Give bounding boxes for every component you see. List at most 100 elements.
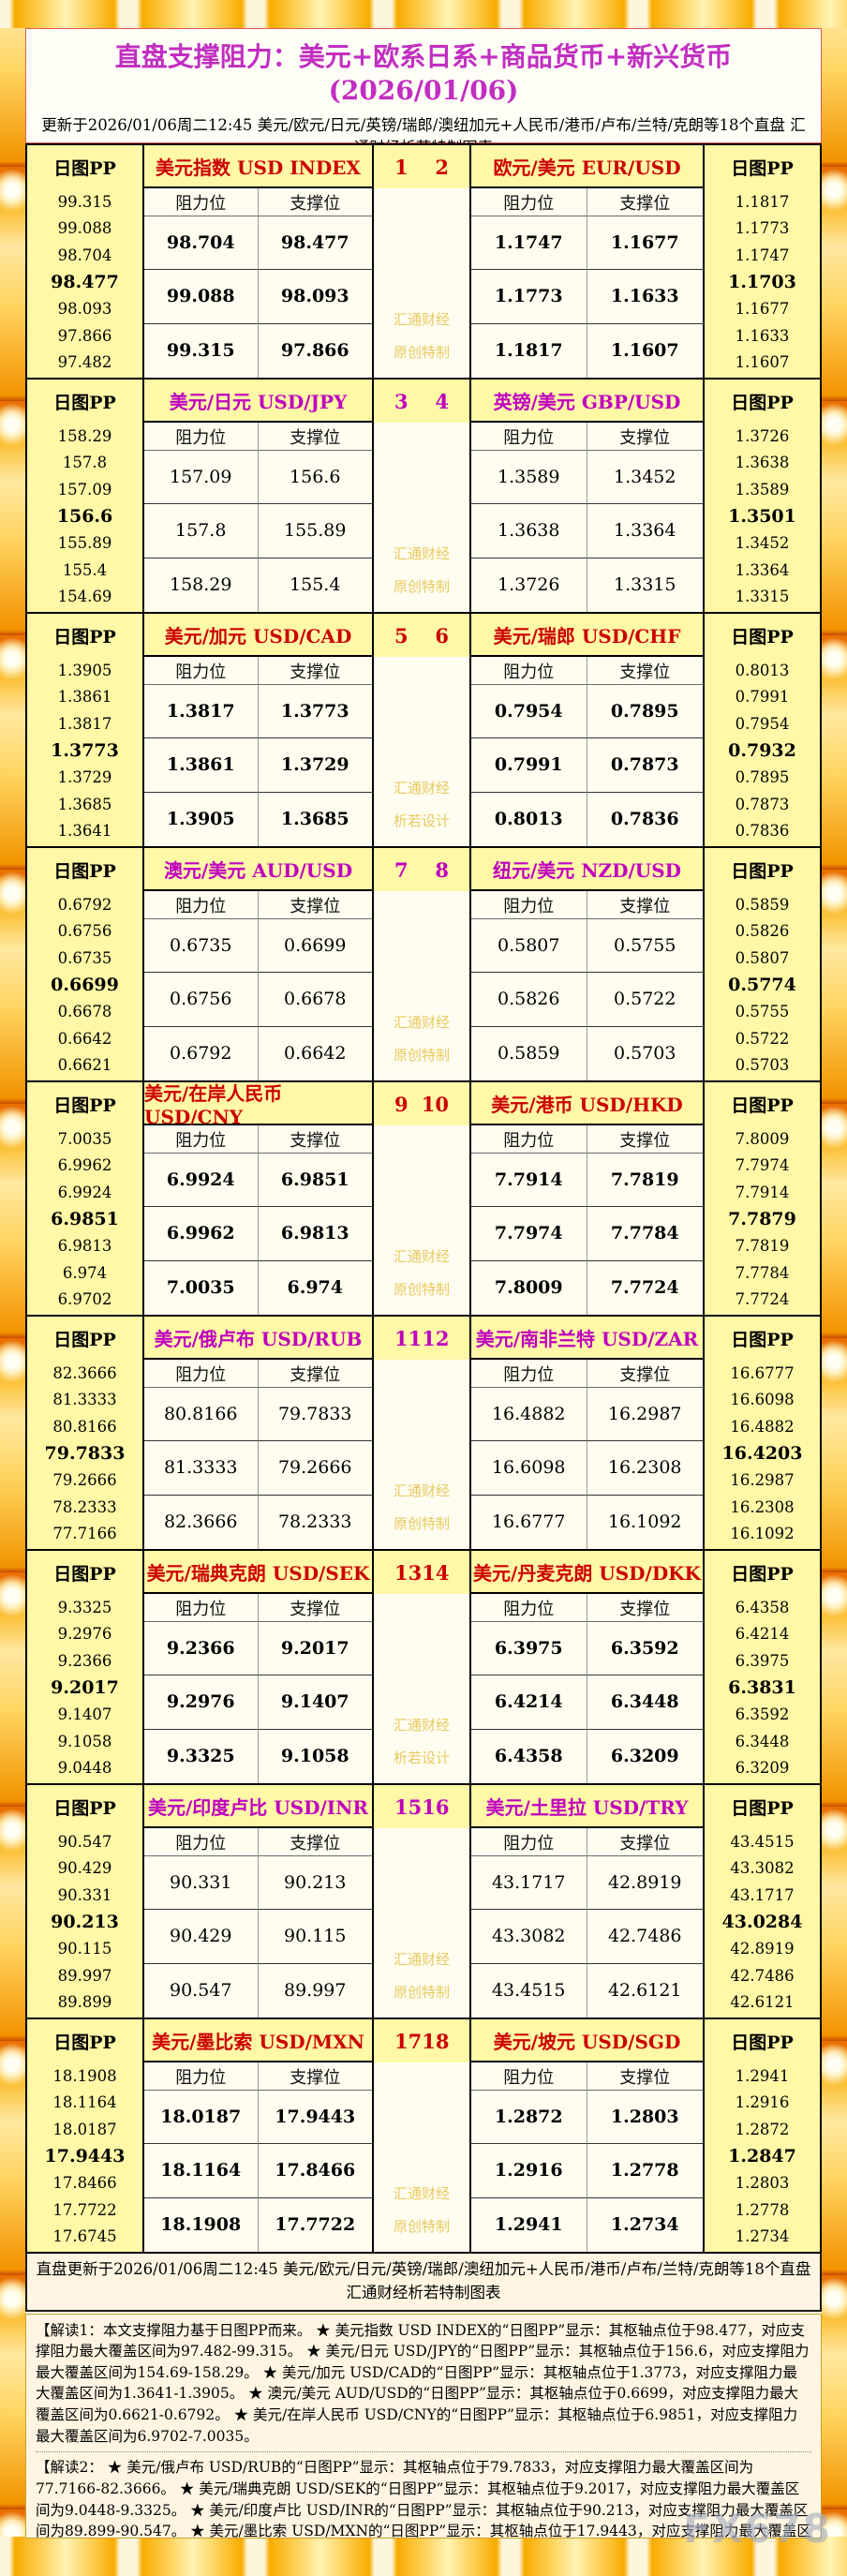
brand-watermark: 汇通财经 原创特制 xyxy=(374,1943,469,2008)
support-value: 90.213 xyxy=(258,1856,372,1911)
pair-number-left: 17 xyxy=(394,2029,423,2053)
pp-value: 0.6621 xyxy=(57,1056,112,1075)
resistance-header: 阻力位 xyxy=(471,1125,587,1154)
support-value: 1.1677 xyxy=(587,216,703,271)
title-box: 直盘支撑阻力：美元+欧系日系+商品货币+新兴货币(2026/01/06) 更新于… xyxy=(25,28,822,156)
pp-value: 6.3209 xyxy=(735,1759,790,1778)
pp-value: 89.997 xyxy=(57,1966,112,1985)
watermark-line-1: 汇通财经 xyxy=(393,1248,450,1265)
resistance-value: 1.3589 xyxy=(471,451,587,505)
pp-column-left: 日图PP 18.1908 18.1164 18.0187 17.9443 17.8466… xyxy=(27,2019,144,2252)
pair-numbers: 1 2 xyxy=(374,145,469,188)
pp-value: 90.547 xyxy=(57,1832,112,1851)
pp-value: 1.2778 xyxy=(735,2200,790,2219)
resistance-header: 阻力位 xyxy=(144,1828,259,1856)
pair-number-right: 16 xyxy=(422,1794,450,1819)
pp-value: 6.3975 xyxy=(735,1651,790,1670)
pp-value: 6.9962 xyxy=(57,1156,112,1175)
pp-value: 1.1747 xyxy=(735,246,790,264)
pp-value: 0.7991 xyxy=(735,688,790,707)
support-value: 16.1092 xyxy=(607,1511,682,1533)
resistance-value: 7.8009 xyxy=(471,1260,587,1315)
pp-value: 43.1717 xyxy=(730,1885,795,1904)
support-value: 16.2308 xyxy=(587,1441,703,1496)
resistance-value: 0.7991 xyxy=(471,738,587,793)
resistance-value: 6.9924 xyxy=(144,1154,259,1208)
pp-header-label: 日图PP xyxy=(53,626,116,648)
pp-value: 0.7954 xyxy=(735,714,790,733)
resistance-header: 阻力位 xyxy=(144,188,259,216)
pair-block: 日图PP 0.6792 0.6756 0.6735 0.6699 0.6678 0.664… xyxy=(27,846,820,1080)
support-value: 7.7724 xyxy=(610,1277,679,1299)
pp-value: 97.866 xyxy=(57,326,112,345)
pp-value: 6.4214 xyxy=(735,1625,790,1644)
pp-value: 1.3861 xyxy=(57,688,112,707)
footer-update-bar: 直盘更新于2026/01/06周二12:45 美元/欧元/日元/英镑/瑞郎/澳纽… xyxy=(25,2254,822,2312)
pair-number-right: 14 xyxy=(422,1560,450,1585)
pp-value: 43.3082 xyxy=(730,1859,795,1878)
pp-value: 155.89 xyxy=(57,534,112,553)
pair-title: 美元/在岸人民币 USD/CNY xyxy=(144,1082,372,1128)
support-value: 42.6121 xyxy=(607,1980,682,2002)
support-value: 1.1633 xyxy=(587,270,703,324)
support-value: 0.7836 xyxy=(610,809,679,830)
pp-value: 9.1407 xyxy=(57,1705,112,1724)
resistance-header: 阻力位 xyxy=(144,657,259,685)
pair-title: 美元/丹麦克朗 USD/DKK xyxy=(471,1551,703,1594)
pp-value: 0.5722 xyxy=(735,1029,790,1048)
pp-value: 18.1164 xyxy=(52,2093,117,2112)
pair-title: 美元/南非兰特 USD/ZAR xyxy=(471,1317,703,1360)
pair-numbers: 15 16 xyxy=(374,1785,469,1828)
support-header: 支撑位 xyxy=(258,657,372,685)
watermark-line-2: 原创特制 xyxy=(393,1983,450,2001)
pair-title: 美元/印度卢比 USD/INR xyxy=(144,1785,372,1828)
pair-number-column: 1 2 汇通财经 原创特制 xyxy=(372,145,471,378)
pp-column-right: 日图PP 1.3726 1.3638 1.3589 1.3501 1.3452 1.336… xyxy=(703,380,820,612)
pp-values: 1.3726 1.3638 1.3589 1.3501 1.3452 1.3364 1.33… xyxy=(705,423,820,612)
pp-value: 7.8009 xyxy=(735,1129,790,1148)
pp-value: 0.8013 xyxy=(735,661,790,679)
pp-value: 1.1817 xyxy=(735,192,790,211)
pair-number-right: 10 xyxy=(421,1092,449,1116)
resistance-value: 157.09 xyxy=(144,451,259,505)
pp-value: 17.7722 xyxy=(52,2200,117,2219)
pp-value: 9.1058 xyxy=(57,1732,112,1750)
resistance-value: 90.429 xyxy=(144,1910,259,1964)
resistance-value: 7.7974 xyxy=(471,1207,587,1261)
pp-header-label: 日图PP xyxy=(731,1329,794,1350)
resistance-value: 90.547 xyxy=(144,1963,259,2018)
pp-column-left: 日图PP 7.0035 6.9962 6.9924 6.9851 6.9813 6.974… xyxy=(27,1082,144,1315)
gold-border-right xyxy=(822,28,847,2537)
pp-value: 0.5826 xyxy=(735,922,790,941)
pair-numbers: 3 4 xyxy=(374,380,469,423)
pair-table-left: 美元/俄卢布 USD/RUB 阻力位 支撑位 80.8166 79.7833 8… xyxy=(144,1317,372,1549)
support-value: 6.3448 xyxy=(587,1675,703,1730)
pair-number-right: 4 xyxy=(435,389,449,413)
resistance-header: 阻力位 xyxy=(471,1360,587,1388)
pp-value: 9.3325 xyxy=(57,1598,112,1616)
pp-value: 158.29 xyxy=(57,426,112,445)
mid-body: 汇通财经 原创特制 xyxy=(374,423,469,612)
pair-number-column: 17 18 汇通财经 原创特制 xyxy=(372,2019,471,2252)
pp-values: 9.3325 9.2976 9.2366 9.2017 9.1407 9.1058 9.04… xyxy=(27,1594,142,1783)
support-header: 支撑位 xyxy=(258,188,372,216)
pp-value: 0.5703 xyxy=(735,1056,790,1075)
support-value: 98.093 xyxy=(258,270,372,324)
pp-column-right: 日图PP 43.4515 43.3082 43.1717 43.0284 42.8919… xyxy=(703,1785,820,2018)
pp-values: 7.0035 6.9962 6.9924 6.9851 6.9813 6.974 6.970… xyxy=(27,1125,142,1315)
resistance-value: 7.0035 xyxy=(144,1260,259,1315)
support-value: 16.2987 xyxy=(587,1388,703,1442)
pp-column-right: 日图PP 6.4358 6.4214 6.3975 6.3831 6.3592 6.344… xyxy=(703,1551,820,1783)
pp-column-right: 日图PP 7.8009 7.7974 7.7914 7.7879 7.7819 7.778… xyxy=(703,1082,820,1315)
brand-watermark: 汇通财经 原创特制 xyxy=(374,538,469,603)
pp-value: 16.1092 xyxy=(730,1525,795,1543)
pair-table-left: 美元/墨比索 USD/MXN 阻力位 支撑位 18.0187 17.9443 1… xyxy=(144,2019,372,2252)
pp-value: 0.6678 xyxy=(57,1003,112,1021)
resistance-value: 158.29 xyxy=(144,558,259,612)
pp-values: 43.4515 43.3082 43.1717 43.0284 42.8919 42.74… xyxy=(705,1828,820,2018)
pp-value: 0.6792 xyxy=(57,895,112,914)
support-value: 42.7486 xyxy=(587,1910,703,1964)
pp-column-right: 日图PP 0.8013 0.7991 0.7954 0.7932 0.7895 0.787… xyxy=(703,614,820,846)
pp-value: 82.3666 xyxy=(52,1363,117,1382)
pair-table-right: 美元/港币 USD/HKD 阻力位 支撑位 7.7914 7.7819 7.79… xyxy=(471,1082,703,1315)
